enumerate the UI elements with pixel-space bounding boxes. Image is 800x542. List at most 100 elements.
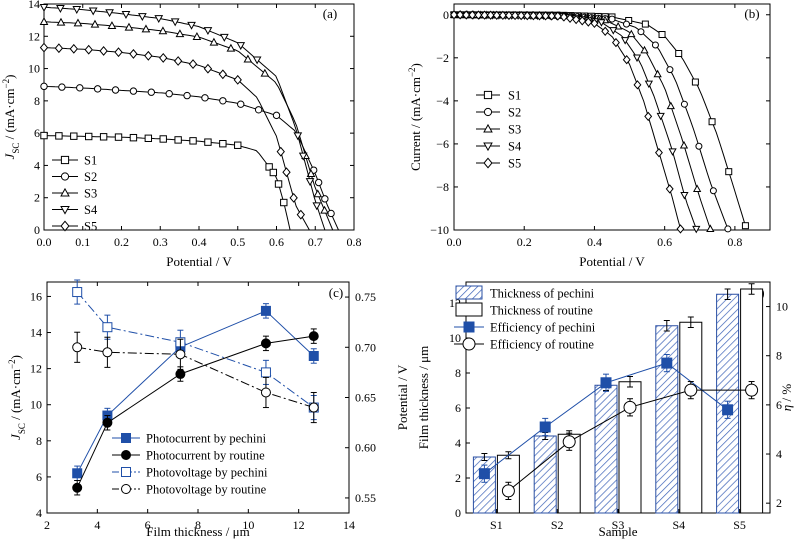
data-point xyxy=(474,10,483,20)
data-point xyxy=(622,55,631,65)
data-point xyxy=(468,10,477,20)
series-S3: S3 xyxy=(39,17,334,231)
data-point xyxy=(124,22,134,31)
data-point xyxy=(492,10,501,20)
legend-marker xyxy=(60,205,70,215)
data-point xyxy=(480,10,489,20)
series-S1: S1 xyxy=(450,11,749,230)
data-point xyxy=(260,305,271,316)
data-point xyxy=(260,68,270,77)
x-tick-label: 0.6 xyxy=(269,235,284,249)
data-point xyxy=(289,192,298,203)
data-point xyxy=(653,69,662,78)
series-1: Photocurrent by routine xyxy=(72,328,319,496)
y-tick-label: 6 xyxy=(36,470,42,484)
data-point xyxy=(282,167,291,178)
y-axis-label-sub: SC xyxy=(17,423,27,434)
bar xyxy=(655,325,679,514)
y2-axis-label: Potential / V xyxy=(395,364,410,430)
x-tick-label: 4 xyxy=(94,518,100,532)
series-line xyxy=(454,14,746,226)
data-point xyxy=(243,54,253,63)
data-point xyxy=(308,350,319,361)
data-point xyxy=(709,187,717,195)
data-point xyxy=(547,11,556,21)
data-point xyxy=(175,29,185,38)
data-point xyxy=(305,178,315,187)
data-point xyxy=(486,10,495,20)
data-point xyxy=(39,4,49,12)
y-axis-label-main: J xyxy=(8,433,23,440)
data-point xyxy=(174,136,182,144)
legend-marker xyxy=(483,157,493,169)
legend-marker xyxy=(483,107,493,117)
data-point xyxy=(165,90,173,98)
data-point xyxy=(158,26,168,35)
data-point xyxy=(692,225,701,234)
x-tick-label: 0.0 xyxy=(37,235,52,249)
series-3: Photovoltage by routine xyxy=(72,331,319,497)
data-point xyxy=(637,28,645,36)
x-tick-label: 12 xyxy=(293,518,305,532)
y-tick-label: 6 xyxy=(455,401,461,415)
data-point xyxy=(622,20,630,28)
data-point xyxy=(668,148,677,156)
data-point xyxy=(55,132,63,140)
legend-label: Photocurrent by routine xyxy=(146,449,265,463)
data-point xyxy=(280,198,288,207)
x-tick-label: S3 xyxy=(612,518,625,532)
panel-label: (a) xyxy=(323,6,337,21)
y-axis-label-rest: / (mA·cm xyxy=(8,369,23,423)
legend-label: Thickness of routine xyxy=(490,304,593,318)
y-axis-label-end: ) xyxy=(408,63,423,67)
series-S5: S5 xyxy=(450,10,685,234)
y-tick-label: 2 xyxy=(34,191,40,205)
x-tick-label: 10 xyxy=(242,518,254,532)
data-point xyxy=(56,5,65,13)
data-point xyxy=(321,195,329,203)
y-axis-label: Film thickness / μm xyxy=(416,346,431,449)
data-point xyxy=(722,404,734,416)
series-line xyxy=(454,14,697,230)
y-tick-label: 10 xyxy=(30,398,42,412)
bar xyxy=(740,288,764,514)
data-point xyxy=(666,101,675,110)
x-axis-label: Potential / V xyxy=(579,254,645,269)
data-point xyxy=(456,10,465,20)
data-point xyxy=(39,17,49,25)
plot-frame xyxy=(453,3,771,231)
data-point xyxy=(107,21,117,30)
legend-marker xyxy=(483,123,493,133)
data-point xyxy=(529,11,538,21)
data-point xyxy=(656,112,665,121)
y2-tick-label: 6 xyxy=(776,398,782,412)
data-point xyxy=(219,139,227,148)
series-S3: S3 xyxy=(449,10,715,232)
series-line xyxy=(77,346,314,408)
data-point xyxy=(272,111,281,120)
data-point xyxy=(237,100,245,108)
data-point xyxy=(293,132,303,141)
bar-series-1 xyxy=(496,283,764,514)
series-S5: S5 xyxy=(39,42,310,234)
legend-label: S1 xyxy=(84,154,97,168)
data-point xyxy=(144,134,153,142)
x-tick-label: 0.8 xyxy=(727,235,742,249)
data-point xyxy=(137,13,147,22)
legend-marker xyxy=(60,187,70,197)
y-tick-label: −8 xyxy=(436,180,449,194)
chart-b: 0.0 0.2 0.4 0.6 0.8 −10 −8 −6 −4 −2 0 Potential / V… xyxy=(407,3,771,269)
data-point xyxy=(641,20,649,28)
data-point xyxy=(708,118,716,126)
y-axis-label-end: ) xyxy=(2,75,17,79)
data-point xyxy=(187,21,196,30)
panel-label: (c) xyxy=(329,285,343,300)
data-point xyxy=(450,10,458,20)
y-axis-label-end: ) xyxy=(8,355,23,359)
legend-marker xyxy=(463,321,475,333)
y-tick-label: 14 xyxy=(28,0,40,11)
data-point xyxy=(661,357,673,369)
data-point xyxy=(40,82,48,91)
data-point xyxy=(260,367,271,378)
